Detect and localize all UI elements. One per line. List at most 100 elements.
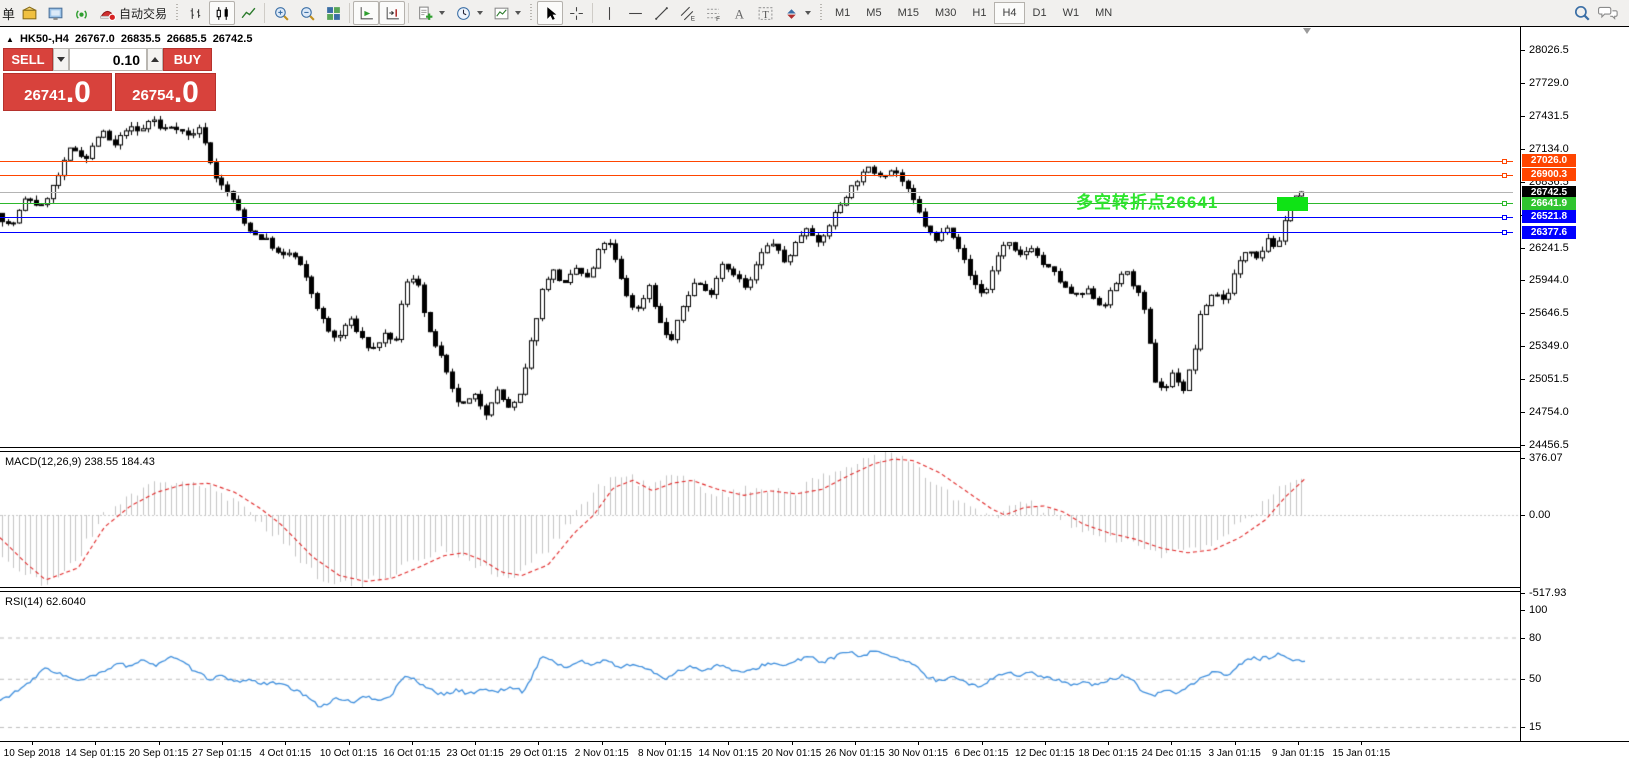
pane-divider[interactable] [0, 447, 1520, 452]
toolbar-grip[interactable] [174, 4, 182, 22]
timeframe-M1[interactable]: M1 [835, 7, 851, 19]
toolbar-grip[interactable] [528, 4, 536, 22]
zoom-out-icon[interactable] [294, 1, 320, 25]
fibonacci-icon[interactable]: F [700, 1, 726, 25]
autoscroll-icon[interactable] [353, 1, 380, 25]
buy-button[interactable]: BUY [163, 48, 212, 71]
price-badge-26742.5: 26742.5 [1522, 185, 1576, 199]
periods-button[interactable] [450, 1, 488, 25]
volume-increase-button[interactable] [147, 48, 163, 71]
axis-tick [1521, 247, 1525, 249]
templates-button[interactable] [488, 1, 526, 25]
candlestick-chart-icon[interactable] [209, 1, 236, 25]
timeframe-H4[interactable]: H4 [994, 2, 1025, 24]
axis-tick [1521, 678, 1525, 680]
chart-shift-icon[interactable] [379, 1, 406, 25]
terminal-icon[interactable] [42, 1, 68, 25]
equidistant-channel-icon[interactable]: E [674, 1, 700, 25]
trendline-icon[interactable] [648, 1, 674, 25]
timeframe-MN[interactable]: MN [1095, 7, 1113, 19]
chat-icon[interactable] [1595, 1, 1621, 25]
axis-tick-label: 26241.5 [1529, 241, 1569, 254]
bar-chart-icon[interactable] [183, 1, 209, 25]
time-axis-tick [854, 742, 856, 745]
hline-27026.0[interactable] [0, 158, 1513, 164]
axis-tick [1521, 637, 1525, 639]
candlestick-canvas[interactable] [0, 27, 1520, 448]
panel-expander-icon[interactable]: ▲ [6, 35, 14, 44]
axis-tick [1521, 593, 1525, 595]
autotrading-label: 自动交易 [119, 6, 168, 21]
line-anchor-marker[interactable] [1502, 230, 1507, 236]
hline-26641.9[interactable] [0, 201, 1513, 207]
time-axis-label: 24 Dec 01:15 [1141, 748, 1202, 759]
time-axis-tick [1108, 742, 1110, 745]
time-axis-label: 18 Dec 01:15 [1078, 748, 1138, 759]
time-axis-tick [728, 742, 730, 745]
timeframe-H1[interactable]: H1 [972, 7, 987, 19]
time-axis[interactable]: 10 Sep 2018 14 Sep 01:15 20 Sep 01:15 27 Se… [0, 741, 1629, 773]
text-label-icon[interactable]: T [752, 1, 778, 25]
vertical-line-icon[interactable] [596, 1, 622, 25]
axis-tick [1521, 280, 1525, 282]
zoom-in-icon[interactable] [268, 1, 294, 25]
market-box-icon[interactable] [16, 1, 42, 25]
macd-signal-value: 184.43 [121, 456, 155, 468]
highlight-box[interactable] [1277, 196, 1308, 211]
sell-button[interactable]: SELL [3, 48, 53, 71]
axis-tick-label: 100 [1529, 604, 1548, 616]
sell-price-button[interactable]: 26741 .0 [3, 73, 112, 111]
time-axis-label: 12 Dec 01:15 [1015, 748, 1075, 759]
line-anchor-marker[interactable] [1502, 158, 1507, 164]
time-axis-label: 20 Nov 01:15 [761, 748, 822, 759]
volume-input[interactable]: 0.10 [69, 48, 147, 71]
new-order-button-partial[interactable]: 单 [2, 6, 16, 22]
svg-text:T: T [762, 9, 769, 20]
cursor-icon[interactable] [537, 1, 564, 25]
hline-26377.6[interactable] [0, 230, 1513, 236]
tile-windows-icon[interactable] [320, 1, 346, 25]
timeframe-M5[interactable]: M5 [866, 7, 882, 19]
rsi-pane[interactable]: RSI(14) 62.6040 [0, 592, 1520, 741]
axis-tick-label: 0.00 [1529, 509, 1551, 521]
timeframe-M15[interactable]: M15 [897, 7, 919, 19]
templates-caret [515, 11, 522, 15]
time-axis-label: 26 Nov 01:15 [825, 748, 885, 759]
volume-decrease-button[interactable] [53, 48, 69, 71]
crosshair-icon[interactable] [563, 1, 589, 25]
line-chart-icon[interactable] [235, 1, 261, 25]
pane-divider[interactable] [0, 587, 1520, 592]
search-icon[interactable] [1569, 1, 1595, 25]
signal-icon[interactable] [68, 1, 94, 25]
time-axis-label: 30 Nov 01:15 [888, 748, 948, 759]
line-anchor-marker[interactable] [1502, 214, 1507, 220]
chart-shift-marker[interactable] [1303, 28, 1311, 34]
text-icon[interactable]: A [726, 1, 752, 25]
hline-26742.5[interactable] [0, 192, 1513, 194]
macd-canvas[interactable] [0, 452, 1520, 588]
horizontal-line-icon[interactable] [622, 1, 648, 25]
line-anchor-marker[interactable] [1502, 201, 1507, 207]
axis-tick-label: 27729.0 [1529, 76, 1569, 89]
time-axis-label: 4 Oct 01:15 [259, 748, 312, 759]
toolbar-grip[interactable] [818, 4, 826, 22]
axis-tick [1521, 610, 1525, 611]
timeframe-D1[interactable]: D1 [1032, 7, 1047, 19]
line-anchor-marker[interactable] [1502, 172, 1507, 178]
axis-tick [1521, 313, 1525, 315]
timeframe-W1[interactable]: W1 [1062, 7, 1080, 19]
annotation-text[interactable]: 多空转折点26641 [1076, 192, 1219, 212]
arrows-button[interactable] [778, 1, 816, 25]
time-axis-tick [221, 742, 223, 745]
autotrading-button[interactable]: 自动交易 [94, 1, 172, 25]
time-axis-tick [981, 742, 983, 745]
price-axis[interactable]: 27026.0 26900.3 26742.5 26641.9 26521.8 26377… [1520, 27, 1629, 741]
rsi-canvas[interactable] [0, 592, 1520, 741]
macd-pane[interactable]: MACD(12,26,9) 238.55 184.43 [0, 452, 1520, 588]
timeframe-M30[interactable]: M30 [934, 7, 957, 19]
buy-price-button[interactable]: 26754 .0 [115, 73, 216, 111]
hline-26521.8[interactable] [0, 214, 1513, 220]
indicators-button[interactable] [412, 1, 450, 25]
hline-26900.3[interactable] [0, 172, 1513, 178]
price-chart-pane[interactable]: ▲ HK50-,H4 26767.0 26835.5 26685.5 26742… [0, 27, 1520, 448]
